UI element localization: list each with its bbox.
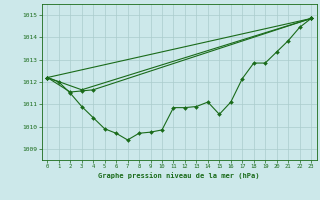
- X-axis label: Graphe pression niveau de la mer (hPa): Graphe pression niveau de la mer (hPa): [99, 172, 260, 179]
